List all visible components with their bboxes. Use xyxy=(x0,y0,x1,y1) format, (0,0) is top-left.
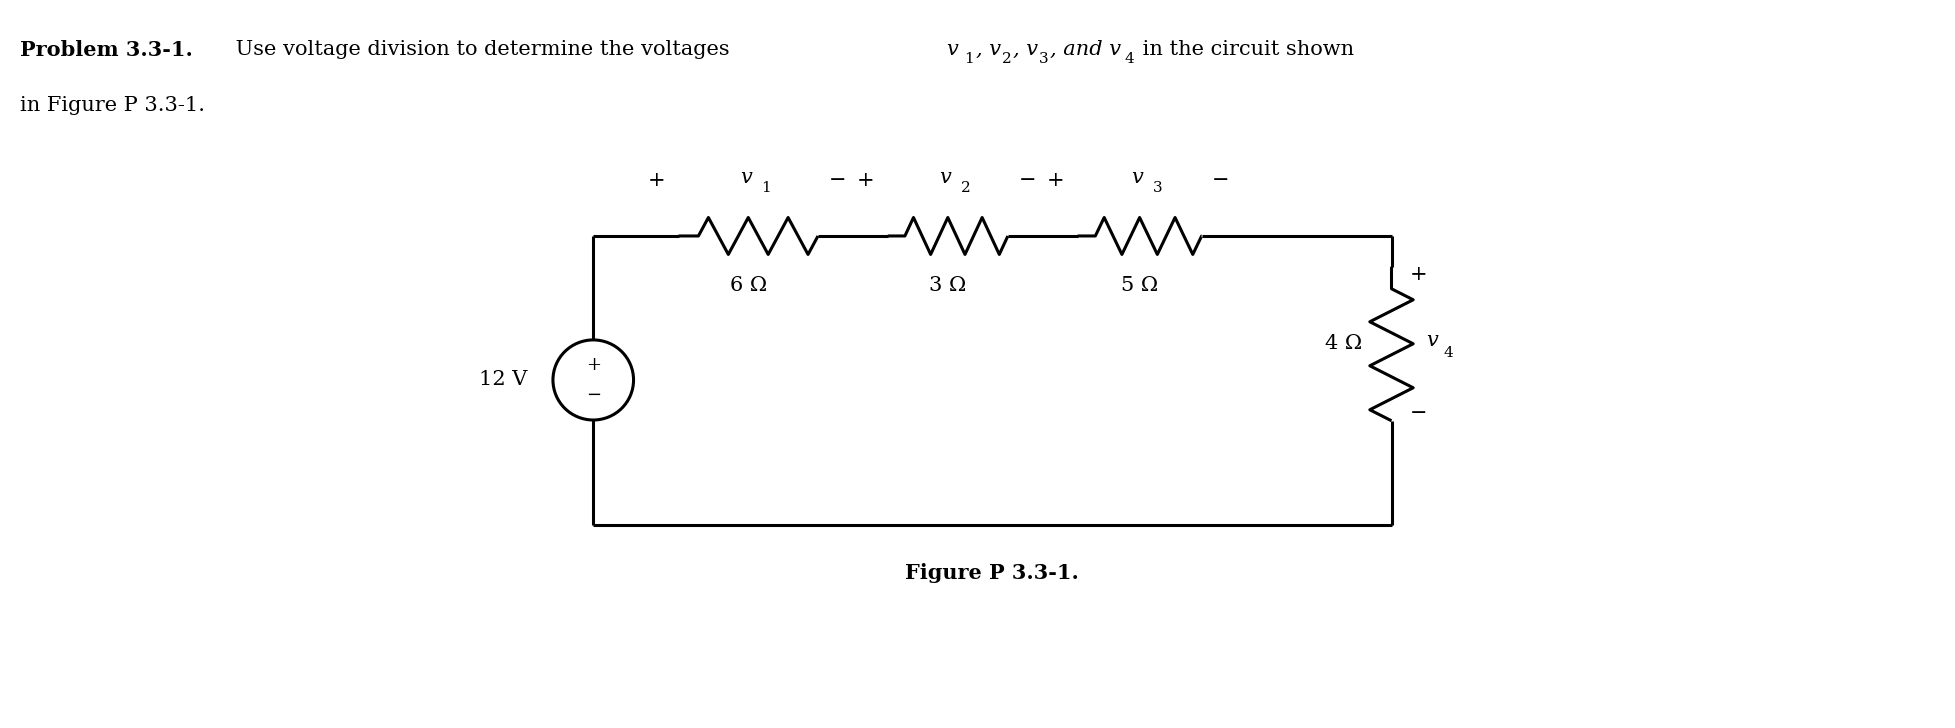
Text: 6 Ω: 6 Ω xyxy=(729,276,766,295)
Text: 4: 4 xyxy=(1124,52,1134,66)
Text: Figure P 3.3-1.: Figure P 3.3-1. xyxy=(905,563,1079,583)
Text: 5 Ω: 5 Ω xyxy=(1120,276,1157,295)
Text: , v: , v xyxy=(976,40,1001,59)
Text: , v: , v xyxy=(1013,40,1038,59)
Text: v: v xyxy=(938,168,950,187)
Text: 3: 3 xyxy=(1151,181,1161,195)
Text: v: v xyxy=(1425,331,1437,350)
Text: +: + xyxy=(585,355,600,373)
Text: −: − xyxy=(1019,171,1036,190)
Text: , and v: , and v xyxy=(1050,40,1120,59)
Text: 4 Ω: 4 Ω xyxy=(1324,334,1361,353)
Text: 4: 4 xyxy=(1443,346,1453,360)
Text: 1: 1 xyxy=(760,181,770,195)
Text: +: + xyxy=(856,171,874,190)
Text: 2: 2 xyxy=(1001,52,1011,66)
Text: +: + xyxy=(1410,265,1427,284)
Text: v: v xyxy=(1130,168,1142,187)
Text: −: − xyxy=(829,171,847,190)
Text: Use voltage division to determine the voltages: Use voltage division to determine the vo… xyxy=(229,40,735,59)
Text: 3 Ω: 3 Ω xyxy=(929,276,966,295)
Text: +: + xyxy=(647,171,665,190)
Text: +: + xyxy=(1046,171,1064,190)
Text: −: − xyxy=(585,387,600,404)
Text: 3: 3 xyxy=(1038,52,1048,66)
Text: v: v xyxy=(739,168,751,187)
Text: Problem 3.3-1.: Problem 3.3-1. xyxy=(20,40,192,60)
Text: in Figure P 3.3-1.: in Figure P 3.3-1. xyxy=(20,96,205,115)
Text: in the circuit shown: in the circuit shown xyxy=(1136,40,1355,59)
Text: −: − xyxy=(1410,403,1427,422)
Text: 12 V: 12 V xyxy=(479,371,528,389)
Text: 2: 2 xyxy=(960,181,970,195)
Text: −: − xyxy=(1212,171,1230,190)
Text: v: v xyxy=(946,40,958,59)
Text: 1: 1 xyxy=(964,52,974,66)
